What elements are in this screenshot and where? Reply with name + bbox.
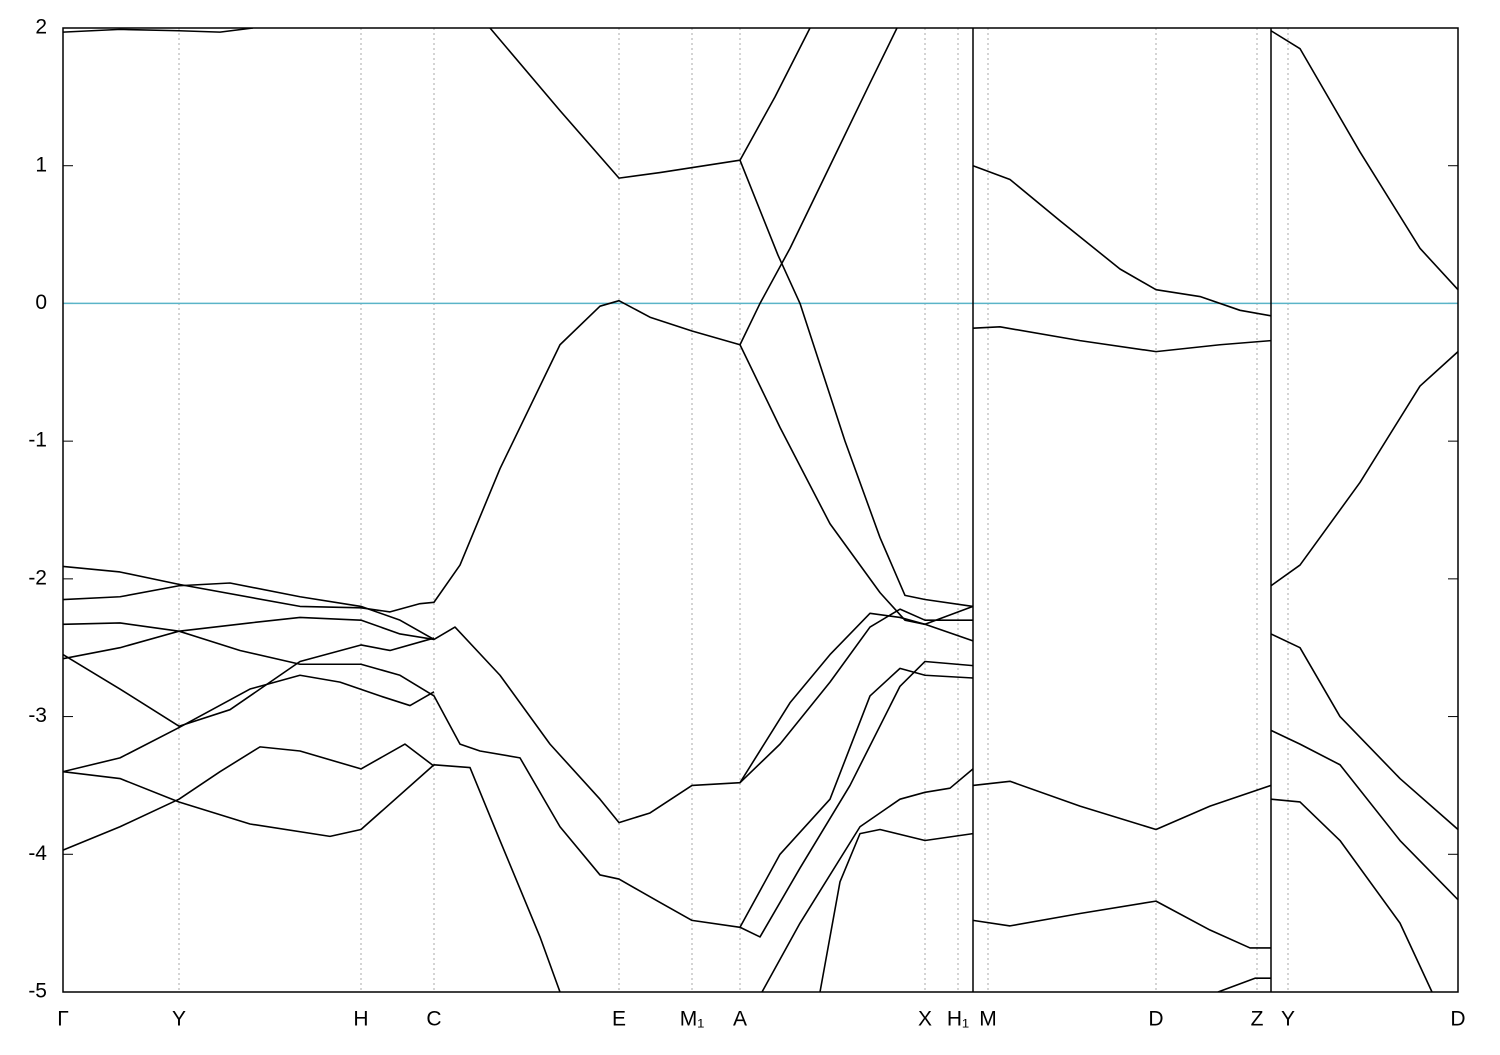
band — [972, 780, 1272, 831]
band — [819, 828, 974, 992]
band — [1270, 30, 1458, 291]
band — [63, 582, 973, 824]
band — [1270, 729, 1458, 901]
x-tick-label: M₁ — [680, 1008, 705, 1031]
band — [1270, 633, 1458, 831]
band — [972, 326, 1272, 353]
band — [739, 605, 974, 784]
x-tick-label: E — [612, 1008, 626, 1031]
x-tick-label: Y — [1281, 1008, 1295, 1031]
y-tick-label: -5 — [28, 980, 47, 1003]
band — [489, 28, 811, 179]
y-tick-label: 2 — [35, 16, 47, 39]
x-tick-label: X — [918, 1008, 932, 1031]
band — [63, 763, 561, 992]
band — [1270, 798, 1433, 992]
band — [63, 28, 898, 613]
x-tick-label: Y — [172, 1008, 186, 1031]
x-tick-label: M — [979, 1008, 997, 1031]
y-tick-label: -2 — [28, 566, 47, 589]
x-tick-label: A — [733, 1008, 747, 1031]
band — [63, 743, 435, 851]
band — [63, 630, 974, 938]
band — [972, 164, 1272, 317]
x-tick-label: Z — [1251, 1008, 1264, 1031]
x-tick-label: C — [426, 1008, 441, 1031]
x-tick-label: H — [353, 1008, 368, 1031]
band — [739, 667, 974, 928]
x-tick-label: Γ — [57, 1008, 69, 1031]
y-tick-label: 0 — [35, 291, 47, 314]
band — [63, 674, 435, 773]
y-tick-label: 1 — [35, 153, 47, 176]
plot-frame — [62, 27, 1459, 993]
band — [972, 900, 1271, 949]
x-tick-label: D — [1148, 1008, 1163, 1031]
band — [63, 28, 254, 33]
band — [63, 616, 435, 641]
y-tick-label: -1 — [28, 429, 47, 452]
x-tick-label: D — [1450, 1008, 1465, 1031]
y-tick-label: -3 — [28, 704, 47, 727]
band — [1270, 351, 1458, 587]
band — [1217, 977, 1271, 992]
bands — [63, 28, 1458, 992]
band — [761, 768, 974, 992]
x-tick-label: H₁ — [947, 1008, 969, 1031]
y-tick-label: -4 — [28, 842, 47, 865]
